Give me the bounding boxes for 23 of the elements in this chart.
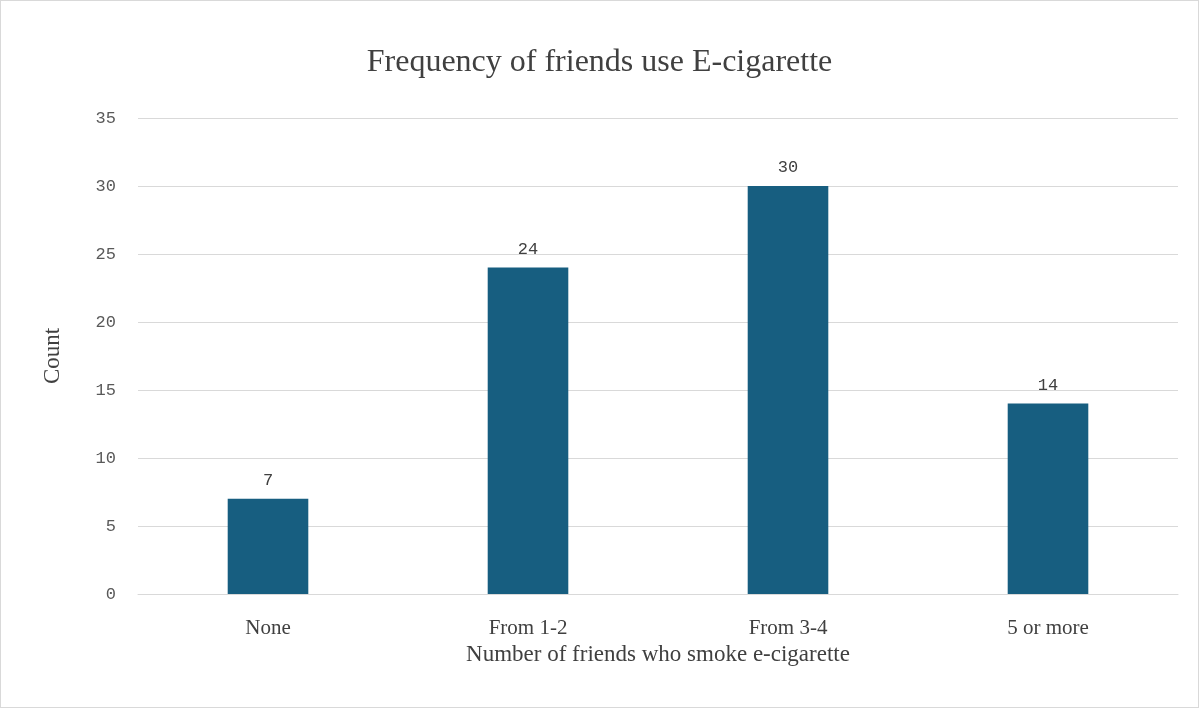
y-tick-label: 30: [95, 176, 116, 196]
y-axis-title: Count: [39, 327, 64, 385]
bar: [1007, 403, 1089, 594]
data-label: 7: [262, 470, 274, 490]
data-label: 14: [1037, 375, 1059, 395]
x-axis-title: Number of friends who smoke e-cigarette: [466, 640, 850, 666]
y-tick-label: 25: [95, 244, 116, 264]
x-tick-label: None: [245, 614, 291, 639]
y-tick-label: 15: [95, 380, 116, 400]
x-tick-label: From 3-4: [748, 614, 828, 639]
y-tick-label: 0: [105, 584, 116, 604]
x-tick-label: From 1-2: [488, 614, 568, 639]
bar: [227, 498, 309, 594]
y-tick-label: 20: [95, 312, 116, 332]
y-tick-label: 35: [95, 108, 116, 128]
y-tick-label: 5: [105, 516, 116, 536]
y-tick-label: 10: [95, 448, 116, 468]
data-label: 30: [777, 158, 799, 177]
chart-title: Frequency of friends use E-cigarette: [366, 42, 833, 78]
data-label: 24: [517, 239, 539, 259]
x-tick-label: 5 or more: [1007, 614, 1089, 639]
bar: [747, 186, 829, 594]
bar: [487, 267, 569, 594]
